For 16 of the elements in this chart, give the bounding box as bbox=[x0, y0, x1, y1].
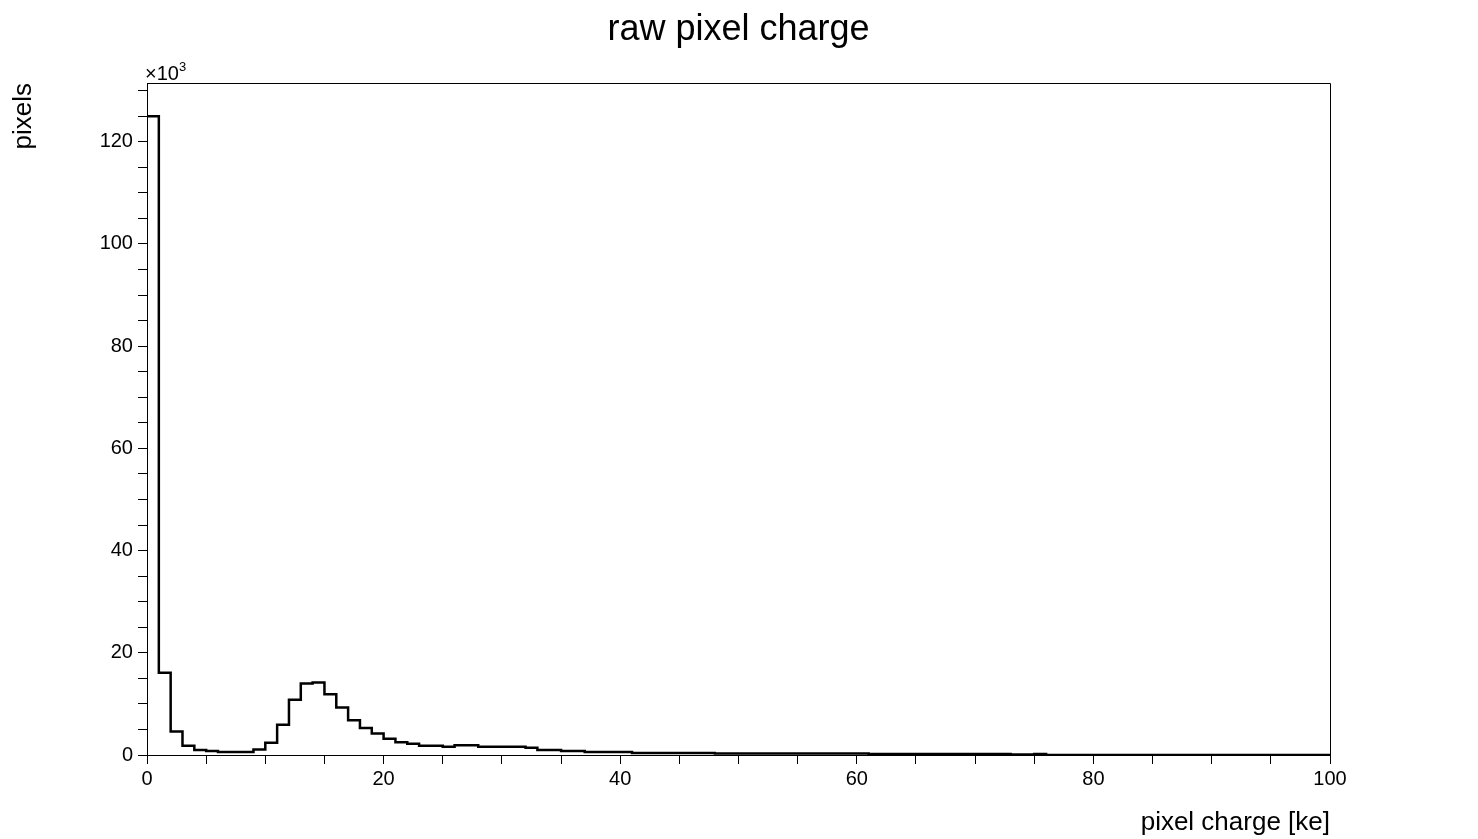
y-tick-label: 60 bbox=[110, 435, 133, 458]
y-tick-label: 100 bbox=[99, 231, 133, 254]
x-tick-label: 80 bbox=[1082, 766, 1105, 789]
y-tick-label: 120 bbox=[99, 129, 133, 152]
y-tick-label: 80 bbox=[110, 333, 133, 356]
chart-title: raw pixel charge bbox=[607, 7, 870, 48]
x-axis-title: pixel charge [ke] bbox=[1140, 806, 1330, 836]
x-tick-label: 60 bbox=[845, 766, 868, 789]
x-tick-label: 100 bbox=[1313, 766, 1347, 789]
y-tick-label: 0 bbox=[121, 742, 133, 765]
y-tick-label: 40 bbox=[110, 538, 133, 561]
y-tick-label: 20 bbox=[110, 640, 133, 663]
y-axis-title: pixels bbox=[7, 83, 38, 150]
x-tick-label: 40 bbox=[609, 766, 632, 789]
x-tick-label: 20 bbox=[372, 766, 395, 789]
x-tick-label: 0 bbox=[141, 766, 153, 789]
